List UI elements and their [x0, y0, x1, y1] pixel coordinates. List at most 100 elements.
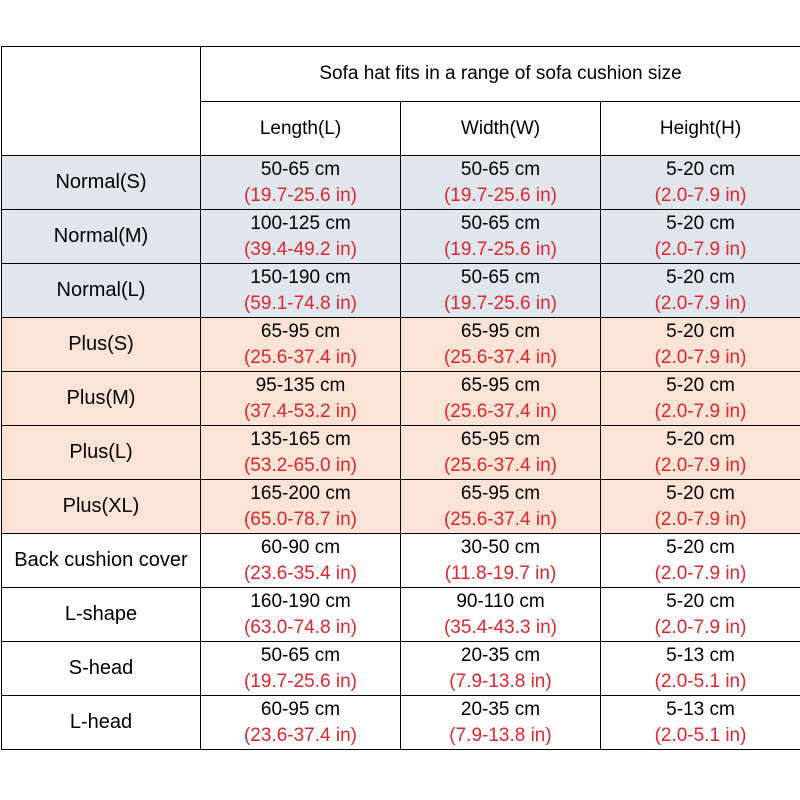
width-inch-value: (7.9-13.8 in): [449, 724, 552, 746]
table-row: Plus(M) 95-135 cm (37.4-53.2 in) 65-95 cm (2…: [1, 371, 800, 426]
width-cell: 20-35 cm (7.9-13.8 in): [400, 695, 601, 750]
length-cell: 50-65 cm (19.7-25.6 in): [200, 155, 401, 210]
width-cell: 65-95 cm (25.6-37.4 in): [400, 479, 601, 534]
height-cell: 5-20 cm (2.0-7.9 in): [600, 533, 800, 588]
length-cell: 135-165 cm (53.2-65.0 in): [200, 425, 401, 480]
length-cm-value: 100-125 cm: [250, 212, 351, 234]
width-cell: 50-65 cm (19.7-25.6 in): [400, 155, 601, 210]
width-cell: 50-65 cm (19.7-25.6 in): [400, 263, 601, 318]
table-row: Normal(S) 50-65 cm (19.7-25.6 in) 50-65 cm (…: [1, 155, 800, 210]
table-row: Plus(S) 65-95 cm (25.6-37.4 in) 65-95 cm (25…: [1, 317, 800, 372]
width-cm-value: 90-110 cm: [456, 590, 545, 612]
width-cm-value: 65-95 cm: [460, 374, 541, 396]
height-cm-value: 5-20 cm: [666, 374, 735, 396]
length-cm-value: 135-165 cm: [250, 428, 351, 450]
table-row: Normal(L) 150-190 cm (59.1-74.8 in) 50-65 c…: [1, 263, 800, 318]
group-title: Sofa hat fits in a range of sofa cushion…: [200, 46, 800, 102]
row-label: Normal(S): [1, 155, 201, 210]
width-inch-value: (25.6-37.4 in): [443, 508, 557, 530]
height-inch-value: (2.0-7.9 in): [654, 238, 747, 260]
width-cell: 50-65 cm (19.7-25.6 in): [400, 209, 601, 264]
row-label: L-shape: [1, 587, 201, 642]
length-inch-value: (19.7-25.6 in): [243, 184, 357, 206]
width-cell: 90-110 cm (35.4-43.3 in): [400, 587, 601, 642]
size-table-body: Normal(S) 50-65 cm (19.7-25.6 in) 50-65 cm (…: [1, 155, 800, 750]
length-cm-value: 160-190 cm: [250, 590, 351, 612]
width-inch-value: (19.7-25.6 in): [443, 292, 557, 314]
length-cell: 95-135 cm (37.4-53.2 in): [200, 371, 401, 426]
width-cell: 20-35 cm (7.9-13.8 in): [400, 641, 601, 696]
column-header-length: Length(L): [200, 101, 401, 156]
width-inch-value: (19.7-25.6 in): [443, 238, 557, 260]
width-cm-value: 30-50 cm: [460, 536, 541, 558]
height-inch-value: (2.0-7.9 in): [654, 184, 747, 206]
length-cell: 160-190 cm (63.0-74.8 in): [200, 587, 401, 642]
height-cm-value: 5-13 cm: [666, 644, 735, 666]
width-inch-value: (19.7-25.6 in): [443, 184, 557, 206]
length-inch-value: (37.4-53.2 in): [243, 400, 357, 422]
height-cm-value: 5-20 cm: [666, 266, 735, 288]
height-cm-value: 5-20 cm: [666, 158, 735, 180]
width-cm-value: 65-95 cm: [460, 482, 541, 504]
width-cell: 65-95 cm (25.6-37.4 in): [400, 317, 601, 372]
height-inch-value: (2.0-7.9 in): [654, 454, 747, 476]
width-inch-value: (25.6-37.4 in): [443, 346, 557, 368]
length-inch-value: (39.4-49.2 in): [243, 238, 357, 260]
length-cell: 50-65 cm (19.7-25.6 in): [200, 641, 401, 696]
width-cm-value: 20-35 cm: [460, 644, 541, 666]
row-label: Normal(L): [1, 263, 201, 318]
height-cell: 5-20 cm (2.0-7.9 in): [600, 425, 800, 480]
width-cell: 65-95 cm (25.6-37.4 in): [400, 425, 601, 480]
width-cell: 65-95 cm (25.6-37.4 in): [400, 371, 601, 426]
width-cm-value: 50-65 cm: [460, 212, 541, 234]
table-row: S-head 50-65 cm (19.7-25.6 in) 20-35 cm (7.9…: [1, 641, 800, 696]
height-inch-value: (2.0-5.1 in): [654, 724, 747, 746]
row-label: L-head: [1, 695, 201, 750]
height-inch-value: (2.0-7.9 in): [654, 346, 747, 368]
width-inch-value: (7.9-13.8 in): [449, 670, 552, 692]
table-row: L-shape 160-190 cm (63.0-74.8 in) 90-110 cm…: [1, 587, 800, 642]
width-cell: 30-50 cm (11.8-19.7 in): [400, 533, 601, 588]
length-inch-value: (25.6-37.4 in): [243, 346, 357, 368]
row-label: Plus(XL): [1, 479, 201, 534]
length-inch-value: (59.1-74.8 in): [243, 292, 357, 314]
width-cm-value: 65-95 cm: [460, 320, 541, 342]
height-cell: 5-20 cm (2.0-7.9 in): [600, 317, 800, 372]
height-cell: 5-20 cm (2.0-7.9 in): [600, 371, 800, 426]
height-cell: 5-20 cm (2.0-7.9 in): [600, 155, 800, 210]
column-header-height: Height(H): [600, 101, 800, 156]
header-row-group: Sofa hat fits in a range of sofa cushion…: [1, 46, 800, 156]
length-inch-value: (23.6-37.4 in): [243, 724, 357, 746]
height-inch-value: (2.0-7.9 in): [654, 616, 747, 638]
height-cm-value: 5-13 cm: [666, 698, 735, 720]
length-cm-value: 50-65 cm: [260, 158, 341, 180]
length-cell: 165-200 cm (65.0-78.7 in): [200, 479, 401, 534]
height-inch-value: (2.0-7.9 in): [654, 508, 747, 530]
column-header-width: Width(W): [400, 101, 601, 156]
length-cm-value: 150-190 cm: [250, 266, 351, 288]
length-inch-value: (19.7-25.6 in): [243, 670, 357, 692]
width-inch-value: (35.4-43.3 in): [443, 616, 557, 638]
height-cm-value: 5-20 cm: [666, 212, 735, 234]
height-inch-value: (2.0-7.9 in): [654, 562, 747, 584]
length-cell: 65-95 cm (25.6-37.4 in): [200, 317, 401, 372]
width-inch-value: (11.8-19.7 in): [444, 562, 557, 584]
length-cell: 60-90 cm (23.6-35.4 in): [200, 533, 401, 588]
row-label: Plus(S): [1, 317, 201, 372]
height-cm-value: 5-20 cm: [666, 536, 735, 558]
length-inch-value: (63.0-74.8 in): [243, 616, 357, 638]
height-inch-value: (2.0-7.9 in): [654, 292, 747, 314]
height-cm-value: 5-20 cm: [666, 482, 735, 504]
height-cell: 5-13 cm (2.0-5.1 in): [600, 695, 800, 750]
row-label: Normal(M): [1, 209, 201, 264]
table-row: Back cushion cover 60-90 cm (23.6-35.4 in)…: [1, 533, 800, 588]
width-cm-value: 65-95 cm: [460, 428, 541, 450]
length-cm-value: 65-95 cm: [260, 320, 341, 342]
table-row: L-head 60-95 cm (23.6-37.4 in) 20-35 cm (7.9…: [1, 695, 800, 750]
height-cell: 5-20 cm (2.0-7.9 in): [600, 587, 800, 642]
width-cm-value: 50-65 cm: [460, 266, 541, 288]
height-inch-value: (2.0-5.1 in): [654, 670, 747, 692]
height-cell: 5-13 cm (2.0-5.1 in): [600, 641, 800, 696]
length-cm-value: 50-65 cm: [260, 644, 341, 666]
row-label: Plus(L): [1, 425, 201, 480]
